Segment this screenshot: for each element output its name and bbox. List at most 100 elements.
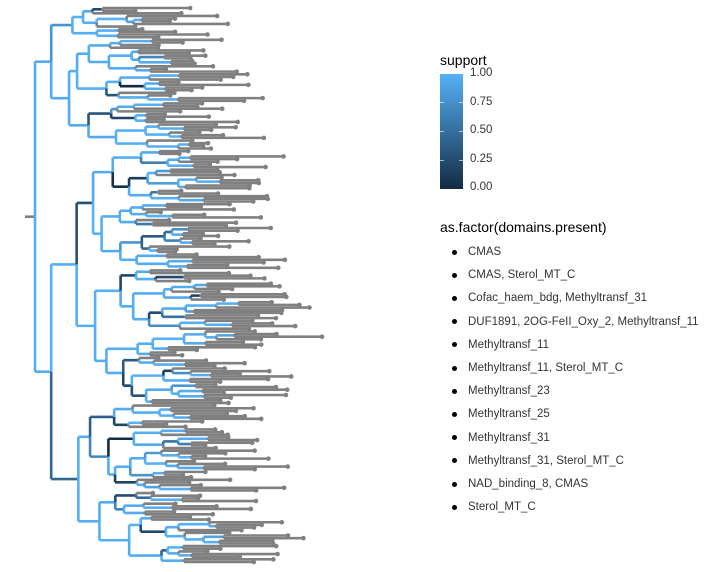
tip-point (172, 350, 177, 355)
tip-point (185, 148, 191, 154)
domains-legend-item: Methyltransf_11, Sterol_MT_C (448, 358, 623, 378)
tip-point (198, 482, 203, 488)
legend-point-icon (452, 272, 457, 278)
domains-legend-item: Methyltransf_25 (448, 404, 550, 424)
tip-point (233, 124, 238, 130)
tip-point (255, 313, 261, 318)
tip-point (199, 85, 205, 90)
tip-point (285, 464, 291, 469)
tip-point (155, 45, 161, 51)
tip-point (282, 257, 288, 263)
tip-point (213, 122, 219, 127)
tip-point (269, 321, 275, 326)
tip-point (155, 355, 161, 361)
tip-point (273, 543, 279, 549)
tip-point (221, 297, 227, 302)
tip-point (215, 159, 220, 165)
domains-legend-item: NAD_binding_8, CMAS (448, 474, 588, 494)
tip-point (226, 270, 232, 276)
domains-legend-label: CMAS (468, 246, 502, 258)
tip-point (189, 138, 195, 143)
tip-point (163, 66, 169, 72)
tip-point (270, 541, 276, 546)
tip-point (248, 273, 253, 279)
legend-point-icon (452, 388, 457, 394)
tip-point (253, 488, 259, 493)
tip-point (281, 154, 286, 159)
tip-point (178, 188, 184, 194)
tip-point (206, 114, 212, 119)
tip-point (205, 140, 211, 146)
tip-point (235, 119, 241, 125)
tip-point (263, 164, 268, 170)
tip-point (240, 339, 246, 345)
tip-point (262, 276, 267, 281)
tip-point (206, 517, 211, 522)
domains-legend-item: Methyltransf_23 (448, 381, 550, 401)
tip-point (254, 437, 260, 443)
tip-point (248, 506, 254, 512)
tip-point (171, 509, 177, 514)
tip-point (274, 331, 279, 337)
tip-point (161, 117, 166, 122)
tip-point (210, 511, 216, 517)
tip-point (253, 498, 259, 504)
tip-point (219, 175, 224, 180)
tip-point (281, 485, 287, 491)
tip-point (219, 429, 225, 435)
tip-point (213, 445, 218, 451)
tip-point (233, 220, 239, 226)
tip-point (214, 504, 219, 509)
tip-point (265, 376, 271, 382)
tip-point (258, 416, 264, 422)
domains-legend-item: CMAS, Sterol_MT_C (448, 265, 575, 285)
tip-point (225, 21, 231, 27)
tip-point (232, 172, 237, 178)
tip-point (229, 286, 235, 292)
tip-point (237, 554, 243, 559)
tip-point (297, 302, 302, 308)
tip-point (219, 37, 224, 43)
tip-point (252, 448, 257, 453)
tip-point (251, 405, 256, 411)
tip-point (279, 519, 285, 525)
tip-point (259, 522, 264, 528)
tip-point (284, 387, 290, 393)
tip-point (251, 525, 257, 530)
tip-point (203, 53, 208, 59)
tip-point (211, 403, 217, 408)
domains-legend-label: Methyltransf_23 (468, 385, 550, 398)
tip-point (208, 146, 214, 151)
tip-point (173, 501, 178, 506)
legend-point-icon (452, 249, 457, 255)
tip-point (201, 212, 207, 218)
tip-point (194, 252, 199, 257)
tip-point (273, 315, 279, 321)
tip-point (220, 132, 226, 138)
tip-point (214, 13, 220, 19)
tip-point (237, 371, 243, 377)
support-colorbar (440, 74, 463, 189)
tip-point (245, 71, 250, 77)
tip-point (283, 392, 289, 398)
domains-legend-label: Methyltransf_25 (468, 408, 550, 421)
tip-point (162, 111, 168, 117)
domains-legend-label: DUF1891, 2OG-FeII_Oxy_2, Methyltransf_11 (468, 315, 699, 328)
tip-point (249, 440, 255, 446)
legend-point-icon (452, 295, 457, 301)
tip-point (265, 196, 270, 202)
tip-point (268, 281, 274, 286)
tip-point (307, 305, 312, 310)
tip-point (301, 535, 306, 541)
tip-point (189, 87, 194, 93)
tip-point (212, 241, 217, 247)
tip-point (203, 358, 209, 363)
tip-point (268, 225, 274, 231)
tip-point (156, 34, 161, 40)
tip-point (205, 32, 210, 37)
tip-point (194, 103, 200, 109)
tip-point (176, 79, 181, 85)
tip-point (222, 366, 228, 371)
tip-point (177, 151, 182, 157)
tip-point (285, 533, 291, 538)
